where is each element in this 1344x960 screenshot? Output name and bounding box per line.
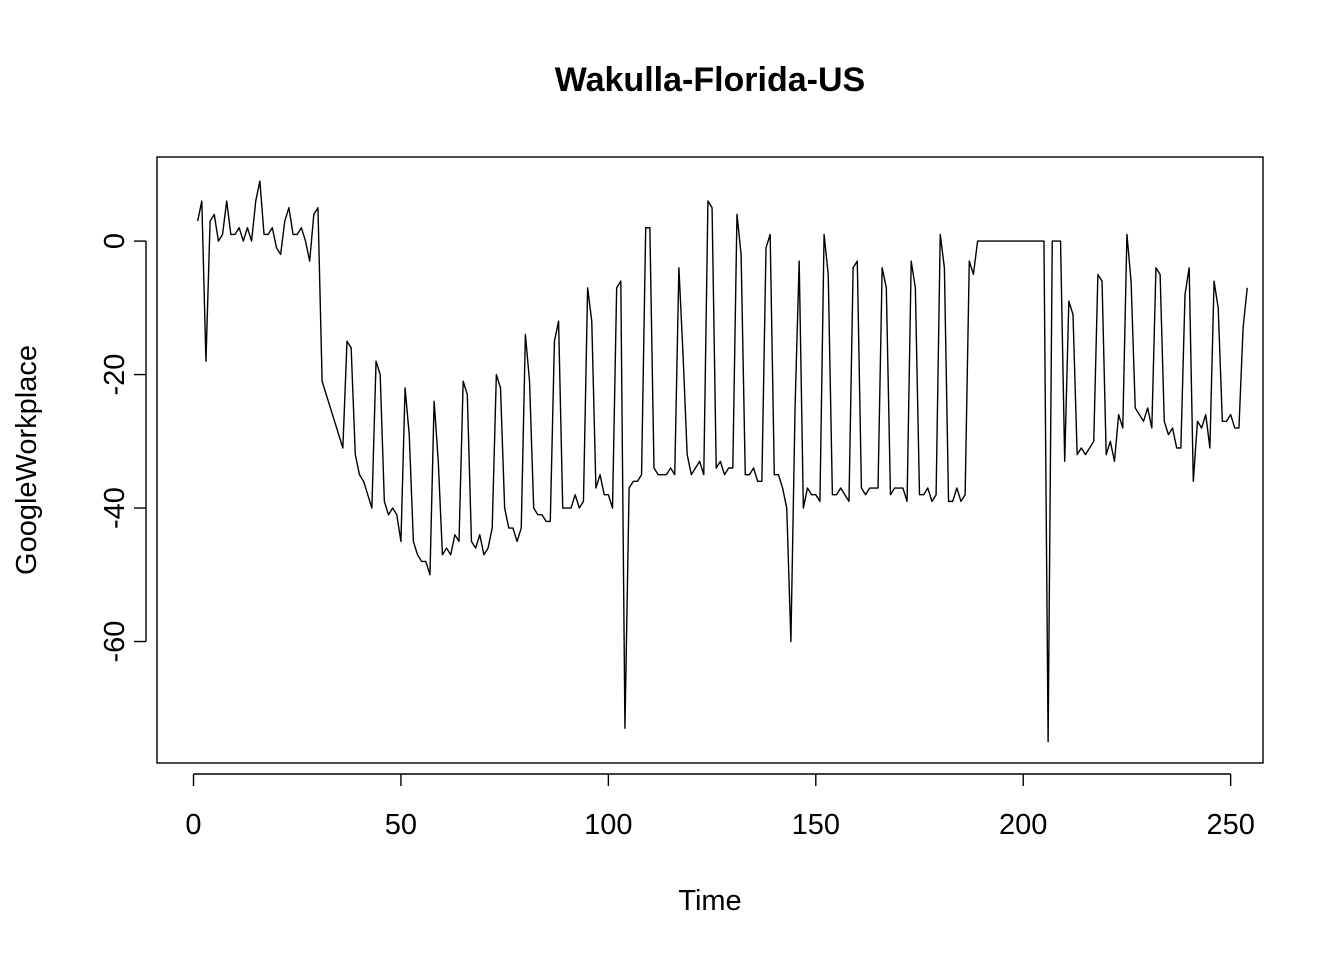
x-tick-label: 0 — [185, 809, 201, 841]
y-axis-label: GoogleWorkplace — [11, 345, 43, 575]
x-axis: 0 50 100 150 200 250 — [185, 774, 1254, 841]
x-tick-label: 200 — [999, 809, 1047, 841]
x-tick-label: 100 — [584, 809, 632, 841]
chart-title: Wakulla-Florida-US — [555, 61, 865, 99]
y-tick-label: 0 — [99, 233, 131, 249]
x-axis-label: Time — [678, 885, 741, 917]
y-tick-label: -60 — [99, 621, 131, 663]
plot-frame — [157, 157, 1263, 763]
series-line — [198, 181, 1248, 742]
x-tick-label: 150 — [792, 809, 840, 841]
y-tick-label: -40 — [99, 487, 131, 529]
y-tick-label: -20 — [99, 354, 131, 396]
x-tick-label: 50 — [385, 809, 417, 841]
y-axis: 0 -20 -40 -60 — [99, 233, 146, 662]
x-tick-label: 250 — [1206, 809, 1254, 841]
